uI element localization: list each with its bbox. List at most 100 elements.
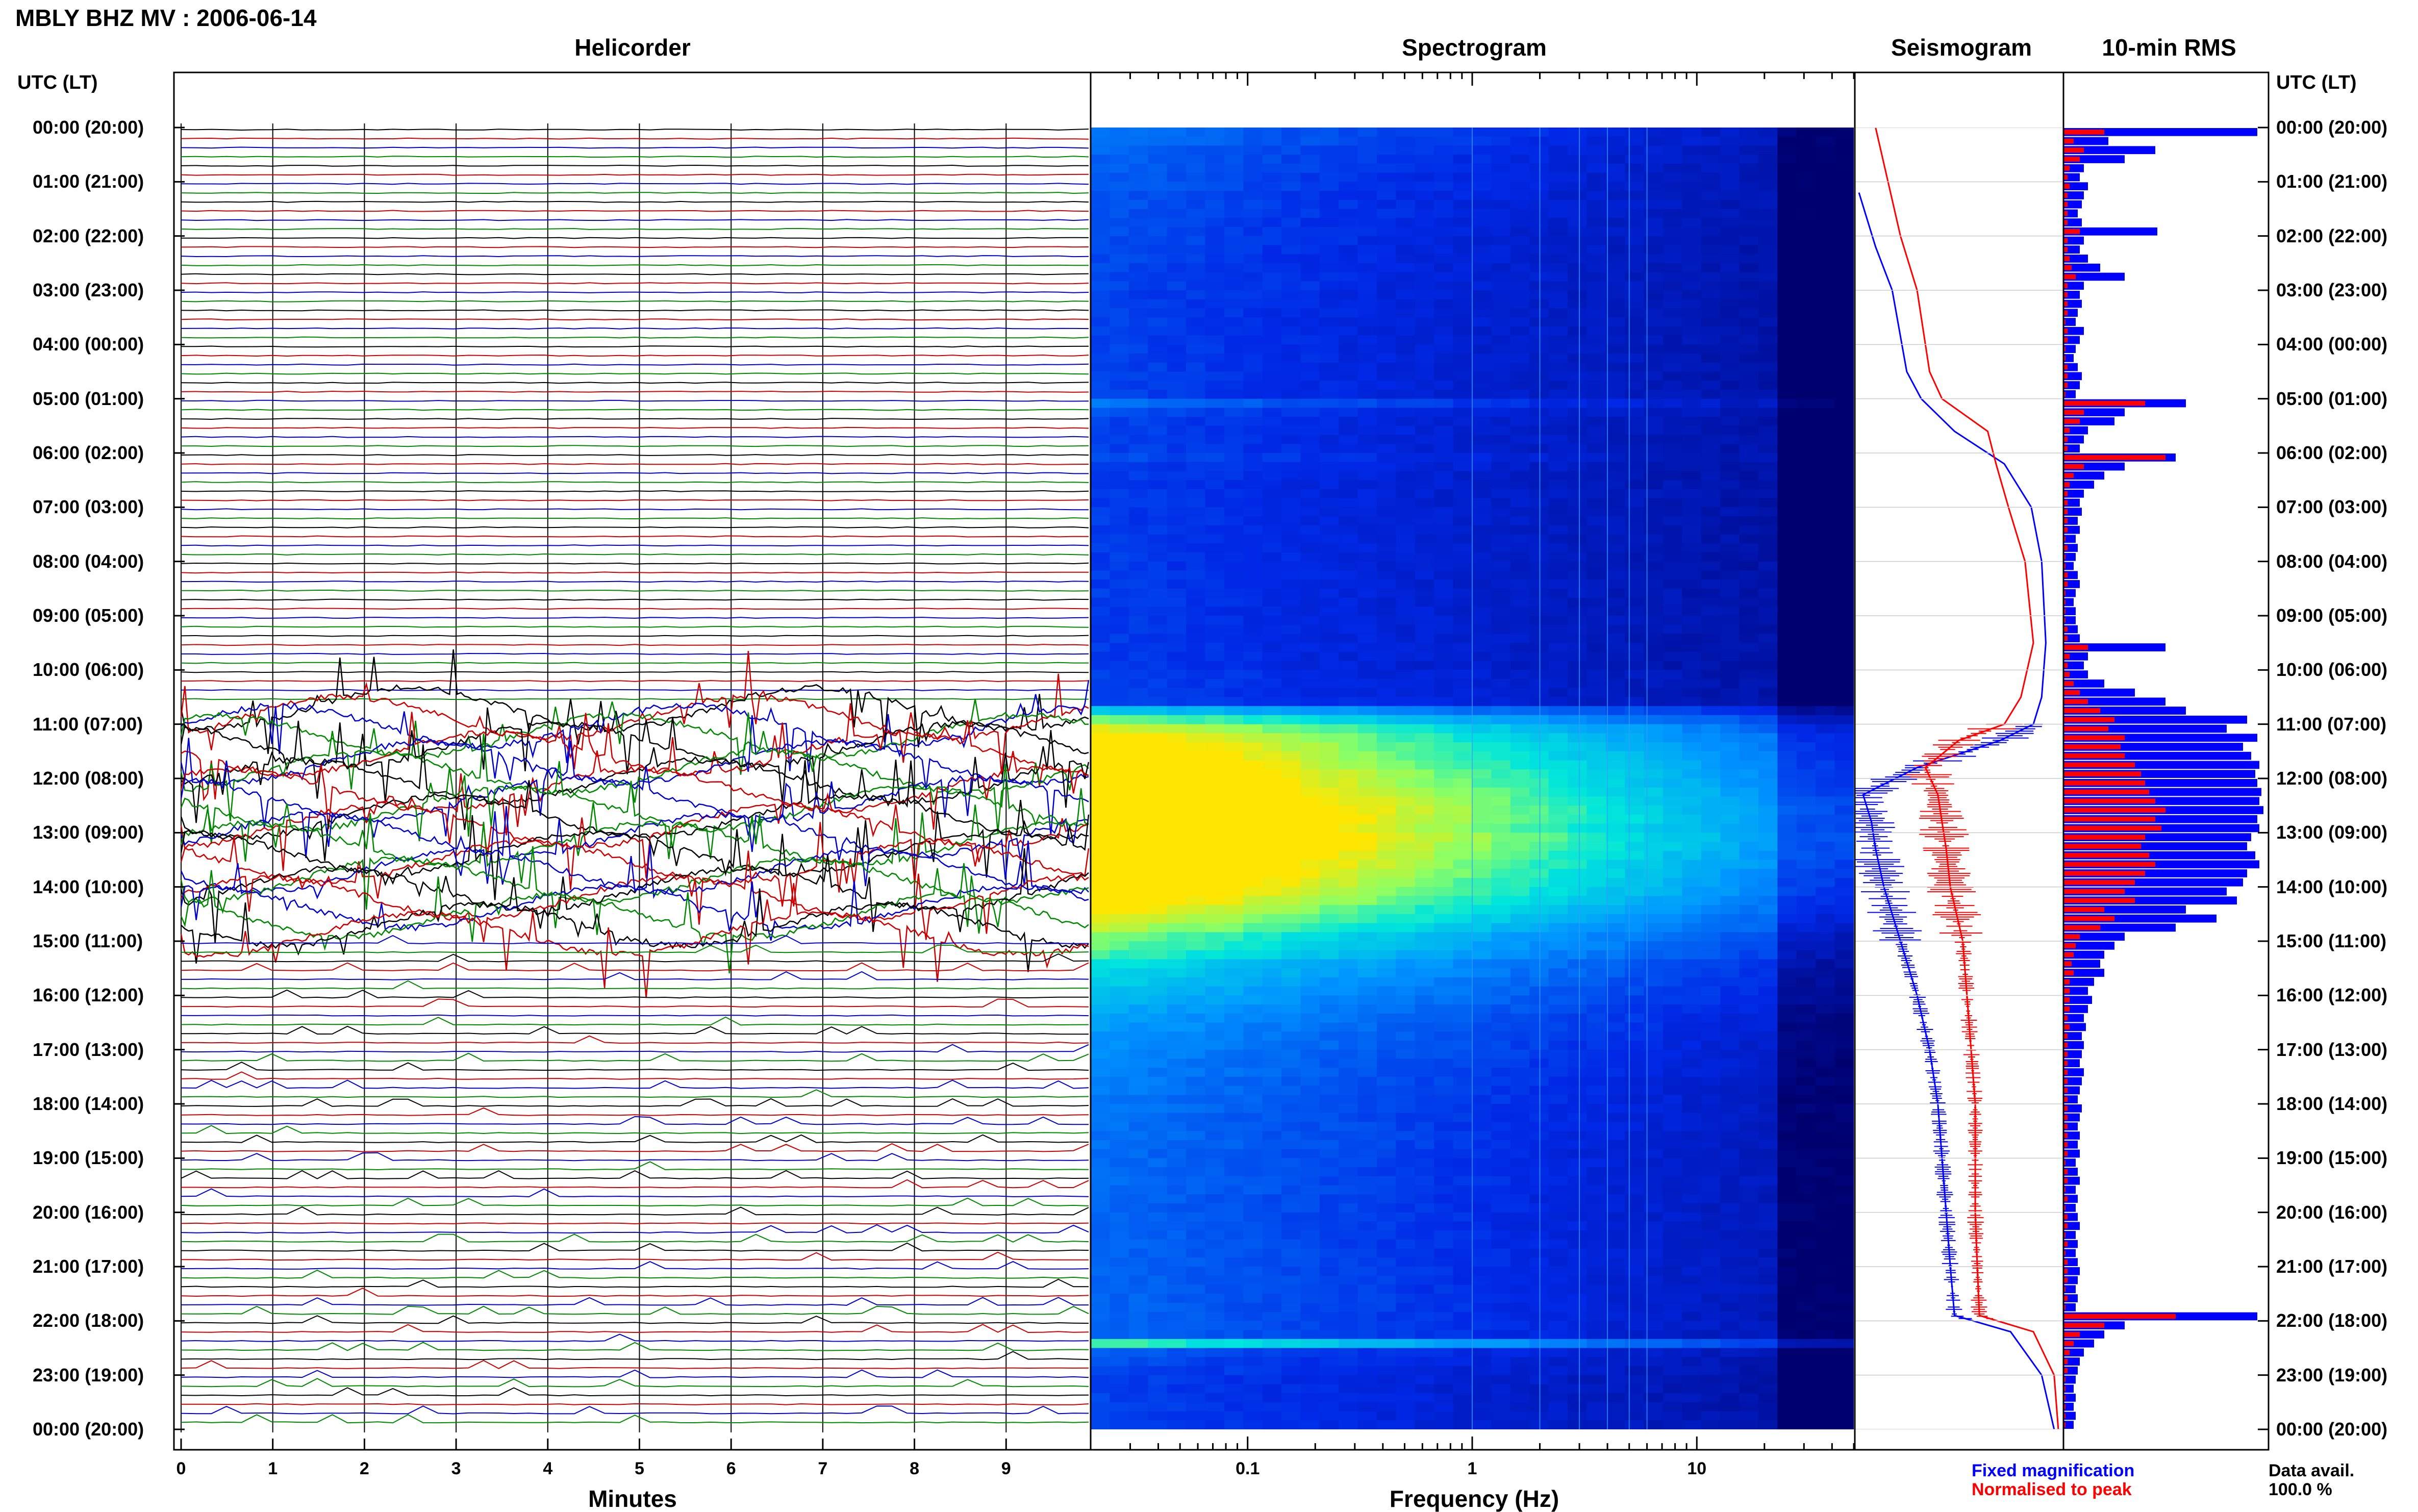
spectrogram-cell — [1682, 751, 1701, 761]
spectrogram-cell — [1263, 661, 1282, 670]
spectrogram-cell — [1415, 679, 1434, 688]
spectrogram-cell — [1625, 145, 1644, 155]
helicorder-trace — [181, 391, 1089, 392]
spectrogram-cell — [1816, 778, 1835, 788]
spectrogram-cell — [1472, 1023, 1492, 1032]
spectrogram-cell — [1835, 742, 1854, 751]
spectrogram-cell — [1549, 679, 1568, 688]
spectrogram-cell — [1549, 634, 1568, 643]
spectrogram-cell — [1396, 1203, 1415, 1213]
spectrogram-cell — [1415, 535, 1434, 544]
spectrogram-cell — [1797, 290, 1816, 299]
spectrogram-cell — [1224, 896, 1244, 905]
spectrogram-cell — [1243, 381, 1263, 390]
spectrogram-cell — [1625, 390, 1644, 399]
spectrogram-cell — [1491, 535, 1510, 544]
spectrogram-cell — [1758, 579, 1778, 589]
spectrogram-cell — [1129, 932, 1148, 941]
spectrogram-cell — [1320, 390, 1339, 399]
spectrogram-cell — [1396, 381, 1415, 390]
spectrogram-cell — [1453, 489, 1473, 498]
spectrogram-cell — [1358, 724, 1377, 734]
spectrogram-cell — [1816, 372, 1835, 381]
spectrogram-cell — [1816, 354, 1835, 363]
spectrogram-cell — [1472, 173, 1492, 182]
spectrogram-cell — [1510, 525, 1530, 535]
spectrogram-cell — [1586, 652, 1606, 661]
spectrogram-cell — [1720, 706, 1740, 715]
spectrogram-cell — [1167, 661, 1187, 670]
spectrogram-cell — [1491, 1186, 1510, 1195]
spectrogram-cell — [1568, 498, 1587, 508]
spectrogram-cell — [1625, 552, 1644, 562]
spectrogram-cell — [1758, 570, 1778, 579]
spectrogram-cell — [1720, 191, 1740, 200]
spectrogram-cell — [1586, 661, 1606, 670]
spectrogram-cell — [1777, 1023, 1797, 1032]
spectrogram-cell — [1777, 344, 1797, 354]
spectrogram-cell — [1568, 399, 1587, 408]
helicorder-trace — [181, 238, 1089, 239]
spectrogram-cell — [1358, 236, 1377, 245]
spectrogram-cell — [1491, 308, 1510, 317]
spectrogram-cell — [1606, 182, 1625, 191]
spectrogram-cell — [1510, 598, 1530, 607]
spectrogram-cell — [1529, 1095, 1549, 1104]
spectrogram-cell — [1453, 796, 1473, 805]
spectrogram-cell — [1434, 788, 1453, 797]
spectrogram-cell — [1720, 724, 1740, 734]
spectrogram-cell — [1377, 453, 1396, 462]
spectrogram-cell — [1472, 525, 1492, 535]
spectrogram-cell — [1320, 950, 1339, 960]
spectrogram-cell — [1740, 788, 1759, 797]
spectrogram-cell — [1529, 715, 1549, 724]
spectrogram-cell — [1320, 1031, 1339, 1041]
spectrogram-cell — [1453, 245, 1473, 254]
spectrogram-cell — [1358, 697, 1377, 707]
spectrogram-cell — [1415, 182, 1434, 191]
spectrogram-cell — [1434, 625, 1453, 634]
spectrogram-cell — [1205, 137, 1224, 146]
spectrogram-cell — [1586, 562, 1606, 571]
spectrogram-cell — [1606, 860, 1625, 869]
helicorder-trace — [181, 219, 1089, 220]
spectrogram-cell — [1300, 336, 1320, 345]
spectrogram-cell — [1586, 408, 1606, 417]
spectrogram-cell — [1663, 1014, 1682, 1023]
spectrogram-cell — [1243, 905, 1263, 914]
spectrogram-cell — [1415, 625, 1434, 634]
spectrogram-cell — [1510, 788, 1530, 797]
spectrogram-cell — [1205, 706, 1224, 715]
spectrogram-cell — [1740, 778, 1759, 788]
spectrogram-cell — [1491, 833, 1510, 842]
spectrogram-cell — [1491, 1122, 1510, 1131]
spectrogram-cell — [1167, 543, 1187, 552]
spectrogram-cell — [1453, 724, 1473, 734]
spectrogram-cell — [1816, 751, 1835, 761]
spectrogram-cell — [1777, 489, 1797, 498]
spectrogram-cell — [1110, 236, 1129, 245]
spectrogram-cell — [1434, 155, 1453, 164]
spectrogram-cell — [1758, 634, 1778, 643]
spectrogram-cell — [1091, 344, 1110, 354]
spectrogram-cell — [1205, 842, 1224, 851]
spectrogram-cell — [1491, 489, 1510, 498]
spectrogram-cell — [1281, 426, 1301, 435]
spectrogram-cell — [1835, 354, 1854, 363]
spectrogram-cell — [1682, 372, 1701, 381]
spectrogram-cell — [1586, 218, 1606, 227]
spectrogram-cell — [1167, 471, 1187, 480]
spectrogram-cell — [1663, 1149, 1682, 1158]
spectrogram-cell — [1701, 317, 1721, 326]
spectrogram-cell — [1110, 200, 1129, 209]
spectrogram-cell — [1740, 860, 1759, 869]
spectrogram-cell — [1720, 607, 1740, 616]
spectrogram-cell — [1568, 634, 1587, 643]
spectrogram-cell — [1472, 254, 1492, 263]
spectrogram-cell — [1682, 796, 1701, 805]
spectrogram-cell — [1816, 381, 1835, 390]
spectrogram-cell — [1663, 833, 1682, 842]
spectrogram-cell — [1777, 579, 1797, 589]
spectrogram-cell — [1586, 525, 1606, 535]
spectrogram-cell — [1339, 1059, 1358, 1068]
